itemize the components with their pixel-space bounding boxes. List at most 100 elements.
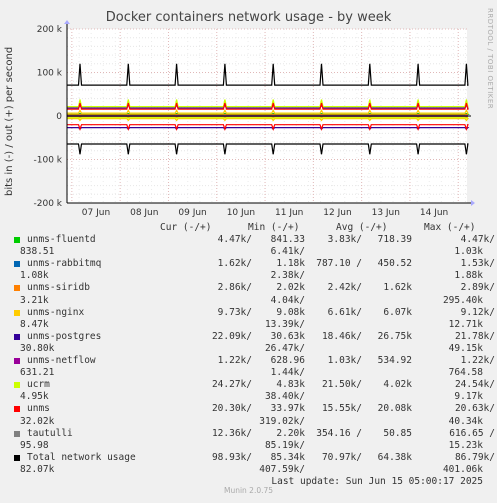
x-tick-label: 10 Jun (227, 208, 255, 218)
last-update: Last update: Sun Jun 15 05:00:17 2025 (271, 475, 483, 487)
legend-cur-out: 1.62k/ (217, 258, 252, 270)
legend-avg-out: 18.46k/ (321, 330, 362, 342)
legend-name: unms-nginx (27, 306, 85, 318)
legend-max-out: 1.22k/ (460, 355, 495, 367)
legend-min-in: 319.02k/ (259, 415, 305, 427)
series-unms-in (67, 124, 469, 131)
legend-avg-out: 354.16 / (316, 427, 362, 439)
series-total-network-usage-out (67, 63, 469, 86)
y-ticks: 200 k 100 k 0 -100 k -200 k (34, 25, 63, 209)
legend-cur-out: 9.73k/ (217, 306, 252, 318)
last-update-row: Last update: Sun Jun 15 05:00:17 2025 (0, 476, 497, 488)
legend-row-cont: 3.21k 4.04k/295.40k (0, 295, 497, 307)
legend-max-in: 15.23k (448, 439, 483, 451)
legend-max-in: 401.06k (442, 463, 483, 475)
legend-cur-in: 95.98 (20, 439, 49, 451)
series-unms-fluentd-out (67, 112, 471, 115)
legend-avg-out: 6.61k/ (327, 306, 362, 318)
legend-avg-in: 718.39 (377, 234, 412, 246)
legend-cur-in: 8.47k (20, 318, 49, 330)
y-axis-arrow (64, 20, 70, 24)
legend-max-in: 1.88k (454, 270, 483, 282)
legend-row-cont: 82.07k 407.59k/401.06k (0, 464, 497, 476)
legend-avg-in: 4.02k (383, 379, 412, 391)
legend-row: unms 20.30k/33.97k 15.55k/20.08k 20.63k/ (0, 403, 497, 415)
legend-swatch (14, 309, 20, 316)
series-total-network-usage-in (67, 143, 469, 155)
legend-max-out: 616.65 / (449, 427, 495, 439)
legend-swatch (14, 358, 20, 365)
legend-min-in: 6.41k/ (270, 246, 305, 258)
legend-min-out: 30.63k (270, 330, 305, 342)
legend-avg-out: 787.10 / (316, 258, 362, 270)
series-ucrm-in (67, 117, 469, 119)
legend-cur-out: 4.47k/ (217, 234, 252, 246)
legend-row: unms-postgres 22.09k/30.63k 18.46k/26.75k 2… (0, 331, 497, 343)
legend-row-cont: 32.02k 319.02k/40.34k (0, 416, 497, 428)
legend-avg-out: 2.42k/ (327, 282, 362, 294)
series-unms-nginx-out (67, 109, 469, 114)
legend-avg-in: 20.08k (377, 403, 412, 415)
chart-title: Docker containers network usage - by wee… (105, 10, 392, 25)
legend-row-cont: 631.21 1.44k/764.58 (0, 367, 497, 379)
legend-max-in: 1.03k (454, 246, 483, 258)
x-ticks: 07 Jun 08 Jun 09 Jun 10 Jun 11 Jun 12 Jun 13 J… (82, 208, 448, 218)
legend-swatch (14, 261, 20, 268)
legend-cur-in: 4.95k (20, 391, 49, 403)
legend-name: unms-postgres (27, 330, 102, 342)
legend-cur-out: 20.30k/ (211, 403, 252, 415)
legend-max-in: 9.17k (454, 391, 483, 403)
legend-max-out: 21.78k/ (454, 330, 495, 342)
x-tick-label: 13 Jun (372, 208, 400, 218)
legend-cur-in: 631.21 (20, 367, 55, 379)
y-tick-label: -200 k (34, 199, 63, 209)
legend-min-out: 4.83k (276, 379, 305, 391)
x-tick-label: 11 Jun (275, 208, 303, 218)
legend-min-in: 1.44k/ (270, 367, 305, 379)
legend-cur-in: 30.80k (20, 342, 55, 354)
legend-min-in: 85.19k/ (264, 439, 305, 451)
legend-swatch (14, 285, 20, 292)
series-ucrm-out (67, 99, 469, 108)
legend-swatch (14, 406, 20, 413)
legend-row-cont: 4.95k 38.40k/9.17k (0, 391, 497, 403)
legend-cur-out: 1.22k/ (217, 355, 252, 367)
legend-name: tautulli (27, 427, 73, 439)
legend-max-in: 295.40k (442, 294, 483, 306)
legend-cur-out: 22.09k/ (211, 330, 252, 342)
legend-max-in: 49.15k (448, 342, 483, 354)
header-max: Max (-/+) (424, 222, 476, 233)
legend-name: unms (27, 403, 50, 415)
series-unms-out (67, 102, 469, 110)
legend-cur-out: 24.27k/ (211, 379, 252, 391)
legend-rows: unms-fluentd 4.47k/841.33 3.83k/718.39 4.47… (0, 234, 497, 476)
legend-min-out: 628.96 (270, 355, 305, 367)
legend-cur-in: 32.02k (20, 415, 55, 427)
series-unms-nginx-in (67, 118, 470, 122)
legend: Cur (-/+) Min (-/+) Avg (-/+) Max (-/+) … (0, 222, 497, 488)
legend-row: unms-netflow 1.22k/628.96 1.03k/534.92 1.22… (0, 355, 497, 367)
legend-max-in: 12.71k (448, 318, 483, 330)
legend-row: unms-siridb 2.86k/2.02k 2.42k/1.62k 2.89k/ (0, 282, 497, 294)
legend-avg-in: 1.62k (383, 282, 412, 294)
legend-avg-out: 1.03k/ (327, 355, 362, 367)
header-cur: Cur (-/+) (160, 222, 212, 233)
legend-max-out: 2.89k/ (460, 282, 495, 294)
legend-min-out: 1.18k (276, 258, 305, 270)
legend-min-out: 2.20k (276, 427, 305, 439)
legend-swatch (14, 454, 20, 461)
legend-swatch (14, 430, 20, 437)
rrdtool-credit: RRDTOOL / TOBI OETIKER (486, 8, 494, 110)
x-tick-label: 08 Jun (130, 208, 158, 218)
legend-row: unms-rabbitmq 1.62k/1.18k 787.10 / 450.52 1.… (0, 258, 497, 270)
legend-name: unms-siridb (27, 282, 90, 294)
axes (64, 20, 475, 206)
legend-name: unms-rabbitmq (27, 258, 102, 270)
legend-min-out: 2.02k (276, 282, 305, 294)
legend-cur-in: 3.21k (20, 294, 49, 306)
legend-cur-in: 82.07k (20, 463, 55, 475)
legend-swatch (14, 382, 20, 389)
legend-avg-in: 26.75k (377, 330, 412, 342)
x-tick-label: 14 Jun (420, 208, 448, 218)
x-tick-label: 07 Jun (82, 208, 110, 218)
